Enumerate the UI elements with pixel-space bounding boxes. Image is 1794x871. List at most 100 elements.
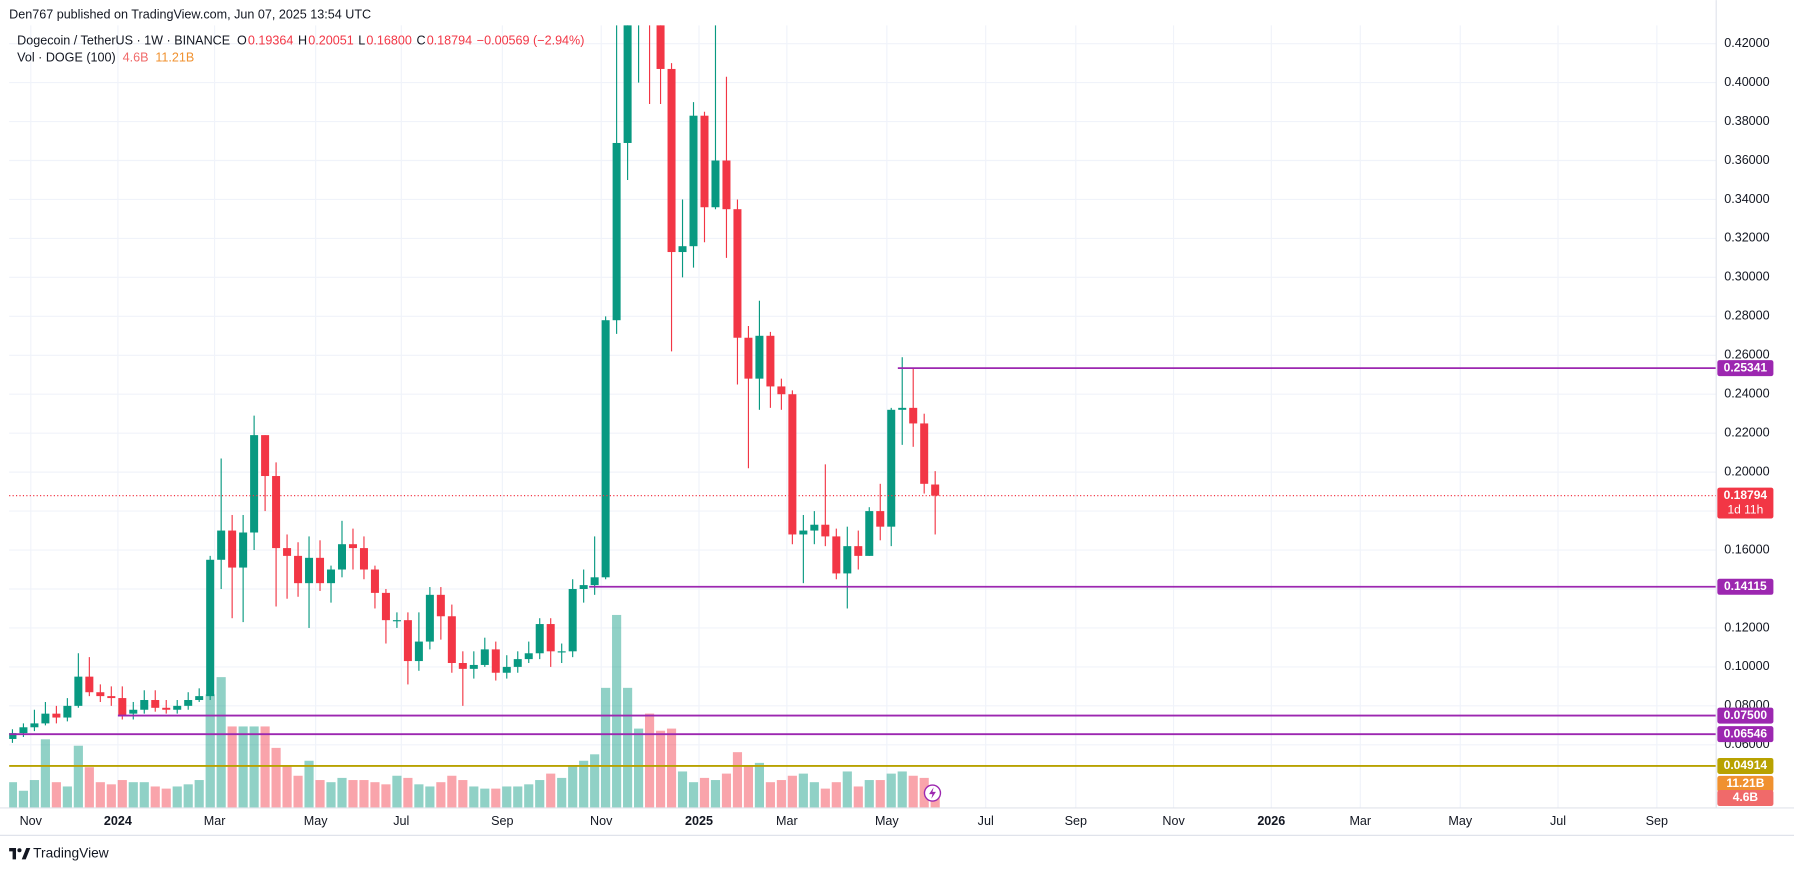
volume-bar: [721, 773, 732, 808]
candle-body: [480, 649, 489, 665]
y-tick-label: 0.22000: [1724, 426, 1769, 440]
volume-bar: [623, 687, 633, 808]
candle-body: [436, 594, 445, 617]
volume-bar: [436, 782, 446, 808]
volume-bar: [326, 782, 336, 808]
volume-bar: [908, 775, 918, 808]
level-tag: 0.14115: [1724, 579, 1767, 593]
candle-body: [513, 659, 522, 667]
y-tick-label: 0.32000: [1724, 231, 1769, 245]
volume-bar: [425, 786, 435, 808]
x-tick-label: 2026: [1257, 814, 1285, 828]
volume-bar: [238, 726, 248, 808]
volume-bar: [502, 786, 512, 808]
volume-bar: [18, 790, 29, 808]
y-tick-label: 0.26000: [1724, 348, 1769, 362]
candle-body: [19, 727, 28, 734]
volume-bar: [864, 780, 874, 808]
candle-body: [678, 246, 687, 253]
y-tick-label: 0.38000: [1724, 114, 1769, 128]
x-tick-label: Sep: [1646, 814, 1668, 828]
y-tick-label: 0.24000: [1724, 387, 1769, 401]
candle-body: [876, 511, 885, 527]
volume-bar: [403, 777, 413, 808]
candle-body: [788, 394, 797, 535]
volume-bar: [117, 780, 127, 808]
level-tag-bg: [1717, 360, 1774, 377]
candle-body: [623, 25, 632, 143]
candle-body: [261, 435, 270, 477]
volume-bar: [62, 786, 72, 808]
volume-bar: [348, 780, 358, 808]
candle-body: [129, 709, 138, 714]
candle-body: [722, 160, 731, 210]
volume-bar: [227, 726, 237, 808]
volume-tag: 11.21B: [1726, 776, 1764, 790]
volume-bar: [677, 771, 688, 808]
ohlc-value: 0.18794: [427, 34, 472, 48]
candle-body: [359, 548, 368, 570]
x-tick-label: Jul: [393, 814, 409, 828]
volume-bar: [699, 777, 710, 808]
candle-body: [832, 536, 841, 574]
volume-tag-bg: [1717, 790, 1774, 807]
candle-body: [52, 713, 61, 718]
volume-bar: [51, 782, 61, 808]
x-tick-label: May: [875, 814, 899, 828]
volume-bar: [194, 780, 204, 808]
countdown: 1d 11h: [1727, 503, 1763, 517]
candle-body: [656, 25, 665, 69]
volume-bar: [216, 677, 226, 808]
ohlc-value: 0.16800: [366, 34, 411, 48]
volume-bar: [765, 782, 775, 808]
volume-bar: [655, 730, 666, 808]
candle-body: [546, 624, 555, 652]
volume-bar: [831, 782, 841, 808]
ohlc-value: 0.19364: [248, 34, 293, 48]
volume-bar: [590, 754, 600, 808]
x-tick-label: May: [1448, 814, 1472, 828]
volume-name: Vol · DOGE (100): [17, 51, 116, 65]
volume-bar: [128, 782, 138, 808]
candle-body: [173, 705, 182, 710]
candle-body: [63, 705, 72, 718]
candle-body: [217, 530, 226, 560]
volume-bar: [304, 760, 314, 808]
candle-body: [502, 666, 511, 673]
candle-body: [250, 435, 259, 533]
volume-ma: 11.21B: [155, 51, 194, 65]
volume-bar: [853, 786, 863, 808]
volume-bar: [579, 760, 589, 808]
volume-bar: [414, 784, 424, 808]
volume-bar: [458, 780, 468, 808]
levels: 0.25341 0.14115 0.07500 0.06546 0.04914 0.187…: [9, 360, 1774, 807]
candle-body: [9, 733, 17, 739]
volume-bar: [172, 786, 182, 808]
candle-body: [711, 160, 720, 208]
candle-body: [294, 555, 303, 584]
level-tag: 0.07500: [1724, 708, 1768, 722]
candle-body: [327, 569, 336, 584]
candle-body: [865, 511, 874, 556]
volume-bar: [183, 784, 193, 808]
volume-bar: [787, 775, 797, 808]
volume-bar: [106, 784, 116, 808]
volume-tag-bg: [1717, 775, 1774, 792]
x-tick-label: Sep: [1065, 814, 1087, 828]
y-tick-label: 0.40000: [1724, 75, 1769, 89]
volume-bar: [886, 773, 896, 808]
realtime-icon: [923, 784, 942, 802]
candle-body: [272, 476, 281, 549]
candle-body: [96, 692, 105, 697]
last-price-tag-bg: [1717, 487, 1774, 519]
candle-body: [799, 530, 808, 535]
candle-body: [568, 588, 577, 652]
candle-body: [425, 594, 434, 642]
candle-body: [920, 423, 929, 484]
volume-bar: [546, 773, 556, 808]
candle-body: [700, 115, 709, 208]
x-tick-label: Mar: [776, 814, 798, 828]
volume-bar: [73, 745, 83, 808]
